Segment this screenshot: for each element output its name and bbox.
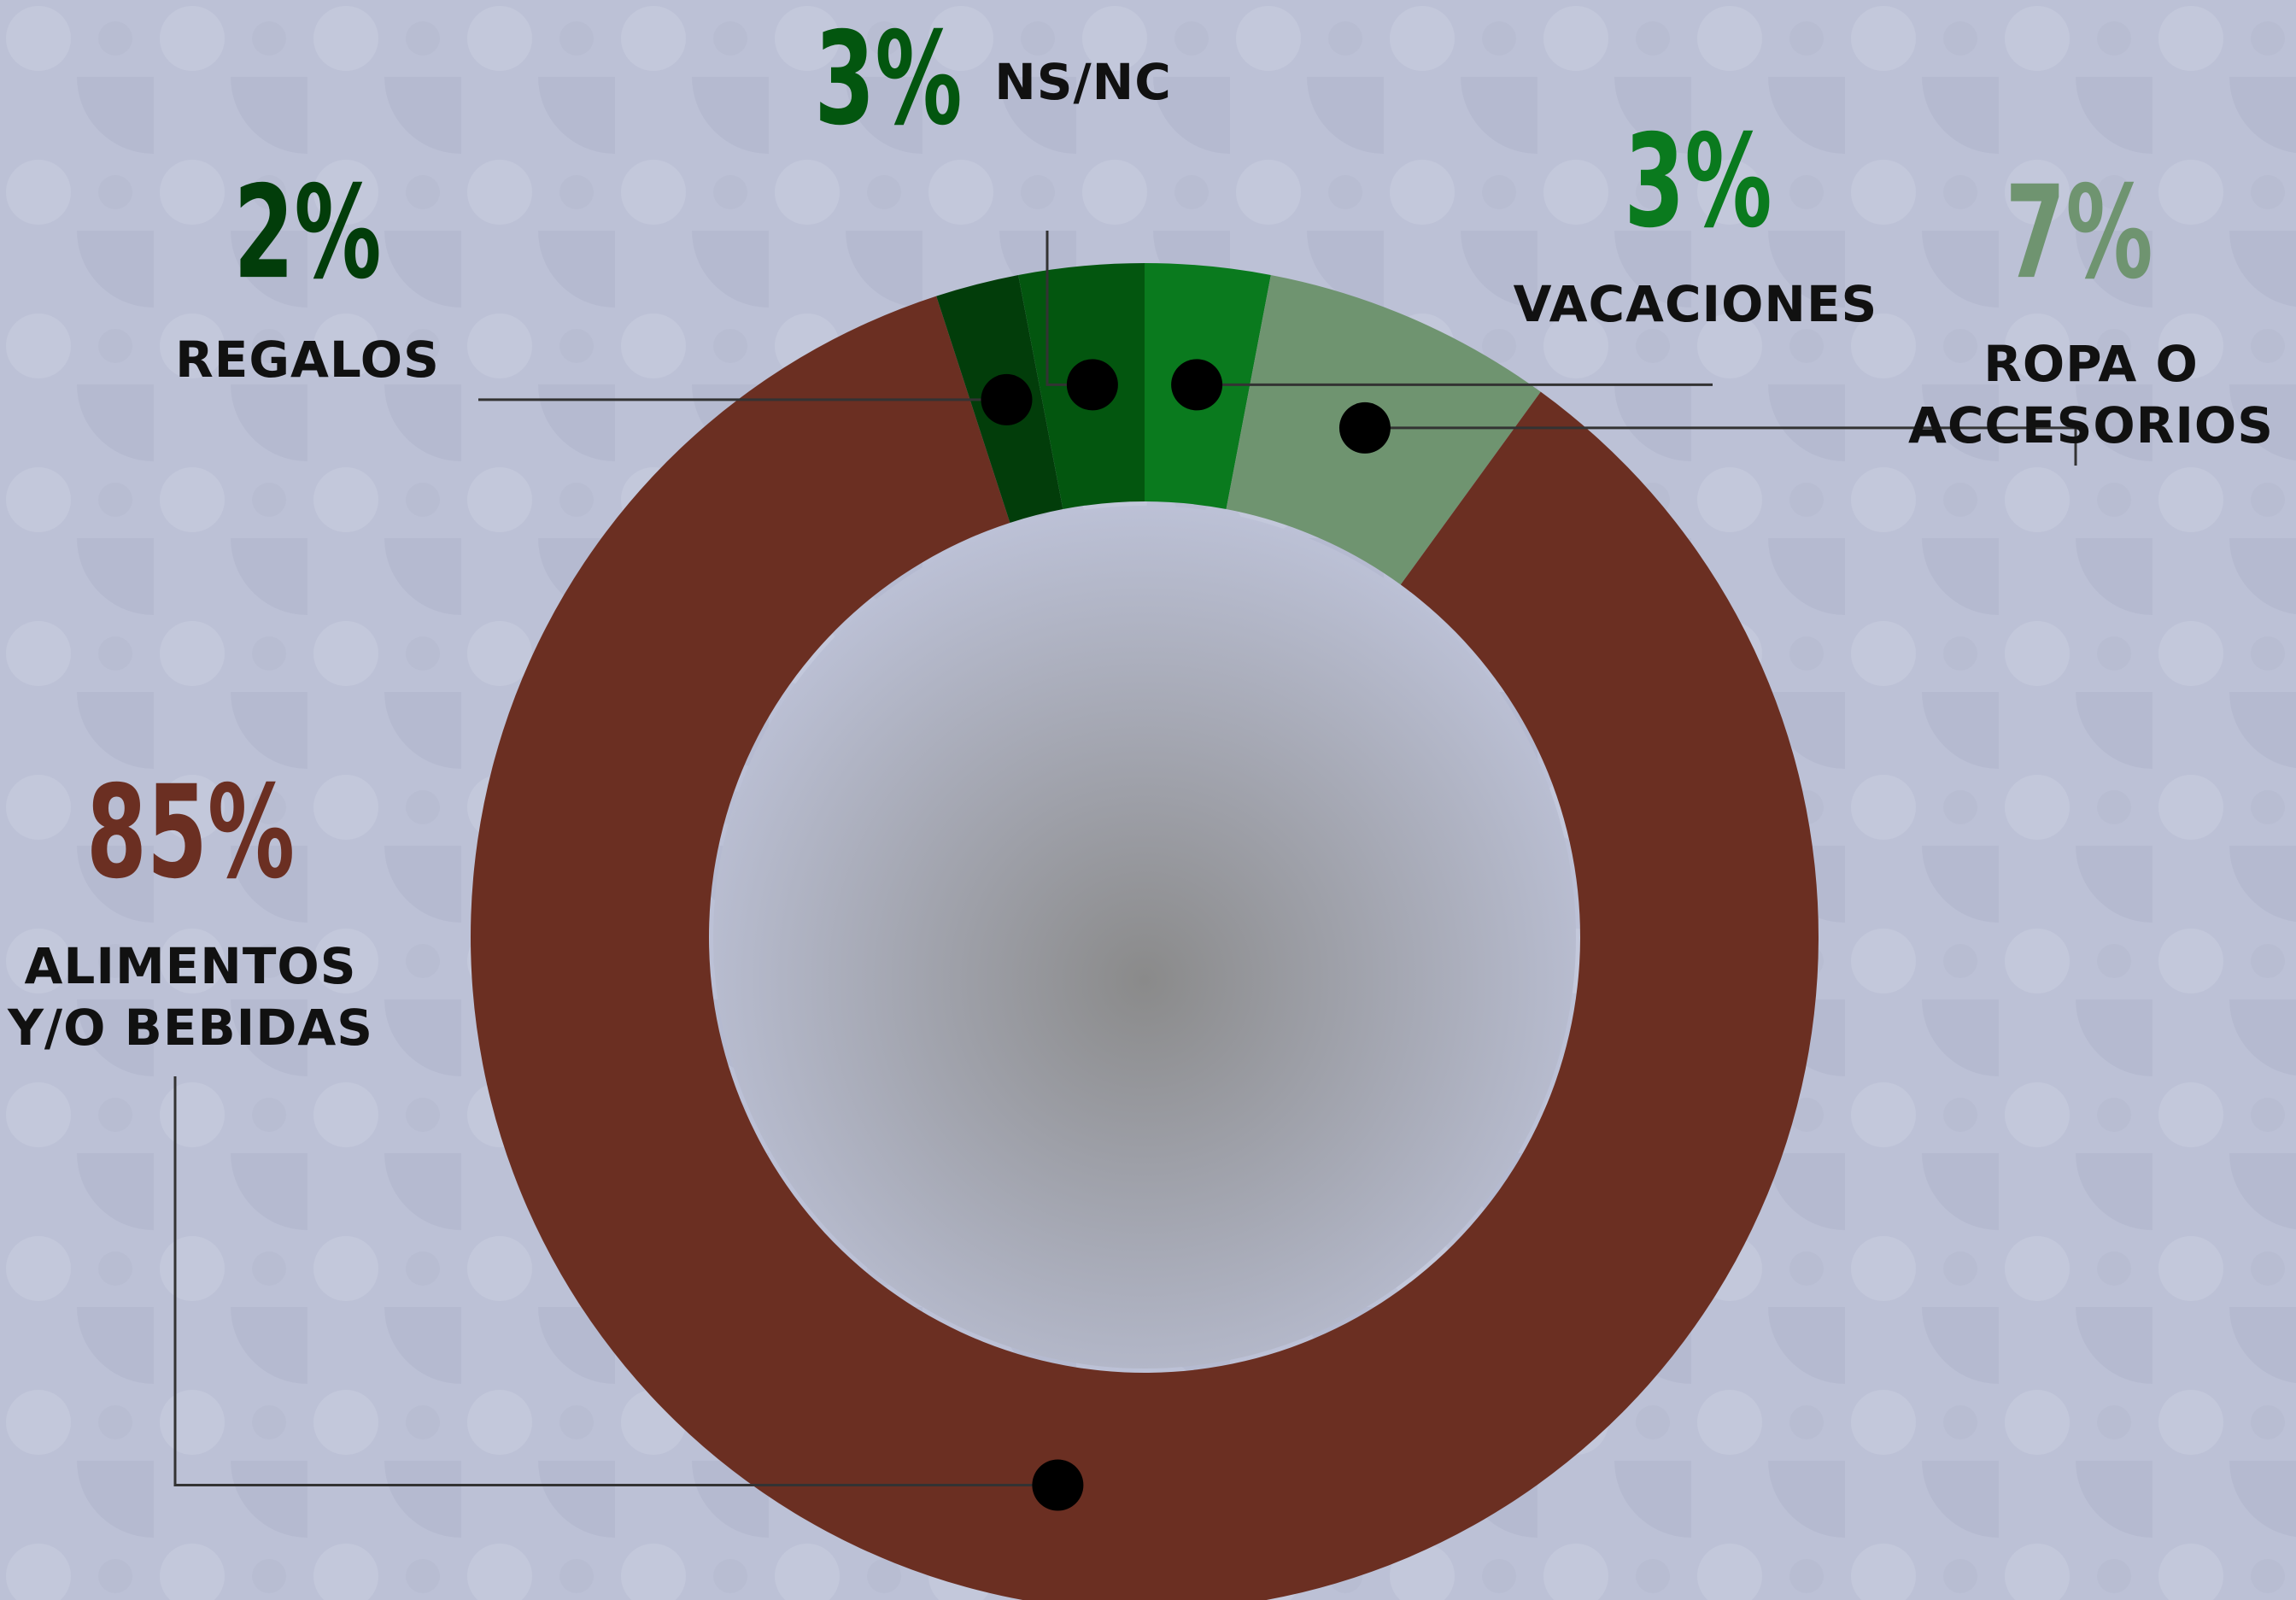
donut-segment bbox=[471, 296, 1819, 1600]
category-label: ROPA O ACCESORIOS bbox=[1907, 335, 2275, 454]
leader-dot bbox=[1066, 359, 1118, 411]
leader-line bbox=[1364, 426, 2077, 466]
category-label: VACACIONES bbox=[1513, 275, 1878, 333]
value-label: 3% bbox=[1624, 108, 1772, 256]
leader-line bbox=[173, 1076, 1058, 1487]
category-label: ALIMENTOS Y/O BEBIDAS bbox=[7, 937, 374, 1057]
value-label: 85% bbox=[86, 759, 295, 907]
leader-dot bbox=[1338, 401, 1391, 454]
category-label: REGALOS bbox=[175, 331, 440, 389]
value-label: 2% bbox=[233, 159, 381, 308]
center-illustration bbox=[713, 506, 1576, 1368]
value-label: 7% bbox=[2005, 159, 2152, 308]
value-label: 3% bbox=[814, 5, 962, 154]
category-label: NS/NC bbox=[994, 53, 1172, 111]
leader-dot bbox=[1032, 1459, 1084, 1511]
leader-dot bbox=[1171, 359, 1223, 411]
leader-dot bbox=[981, 373, 1033, 425]
